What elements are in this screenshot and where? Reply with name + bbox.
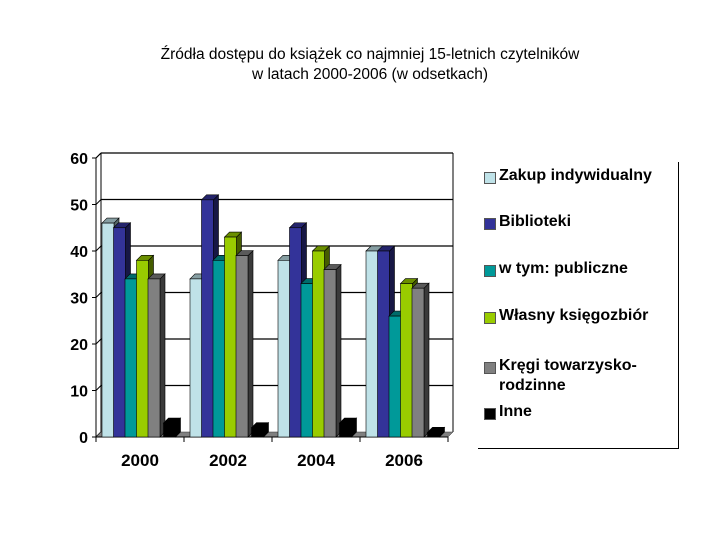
bar-inne-2000 bbox=[162, 417, 182, 438]
legend-item: Własny księgozbiór bbox=[484, 306, 648, 326]
y-tick-label: 20 bbox=[70, 337, 88, 354]
bar-kr-gi-towarzysko-rodzinne-2002 bbox=[235, 249, 254, 438]
legend-swatch-icon bbox=[484, 408, 496, 420]
bar-inne-2002 bbox=[250, 421, 270, 438]
legend-swatch-icon bbox=[484, 172, 496, 184]
x-category-label: 2002 bbox=[209, 451, 247, 470]
y-tick-label: 10 bbox=[70, 384, 88, 401]
legend-swatch-icon bbox=[484, 218, 496, 230]
legend-label: Własny księgozbiór bbox=[499, 307, 649, 324]
x-category-label: 2004 bbox=[297, 451, 335, 470]
chart-title-line-2: w latach 2000-2006 (w odsetkach) bbox=[251, 66, 489, 83]
bar-inne-2006 bbox=[426, 426, 446, 438]
legend-label: Zakup indywidualny bbox=[499, 167, 652, 184]
bar-inne-2004 bbox=[338, 417, 358, 438]
legend-swatch-icon bbox=[484, 265, 496, 277]
y-tick-label: 30 bbox=[70, 291, 88, 308]
chart-title-line-1: Źródła dostępu do książek co najmniej 15… bbox=[160, 46, 580, 63]
legend-item: Inne bbox=[484, 402, 532, 422]
x-category-label: 2000 bbox=[121, 451, 159, 470]
bar-kr-gi-towarzysko-rodzinne-2000 bbox=[147, 273, 166, 438]
legend-label: Inne bbox=[499, 403, 532, 420]
bar-kr-gi-towarzysko-rodzinne-2004 bbox=[323, 263, 342, 438]
legend-label: Biblioteki bbox=[499, 213, 572, 230]
legend-label: Kręgi towarzysko- rodzinne bbox=[499, 357, 637, 394]
legend-swatch-icon bbox=[484, 312, 496, 324]
legend-item: Kręgi towarzysko- rodzinne bbox=[484, 356, 637, 396]
bar-kr-gi-towarzysko-rodzinne-2006 bbox=[411, 282, 430, 438]
legend-swatch-icon bbox=[484, 362, 496, 374]
legend-label: w tym: publiczne bbox=[499, 260, 628, 277]
y-tick-label: 40 bbox=[70, 244, 88, 261]
legend-item: Zakup indywidualny bbox=[484, 166, 652, 186]
chart-legend: Zakup indywidualny Biblioteki w tym: publi… bbox=[478, 162, 679, 449]
chart-title: Źródła dostępu do książek co najmniej 15… bbox=[0, 45, 720, 85]
x-category-label: 2006 bbox=[385, 451, 423, 470]
legend-item: w tym: publiczne bbox=[484, 259, 628, 279]
y-tick-label: 0 bbox=[79, 430, 88, 447]
y-tick-label: 50 bbox=[70, 198, 88, 215]
legend-item: Biblioteki bbox=[484, 212, 571, 232]
y-tick-label: 60 bbox=[70, 151, 88, 168]
